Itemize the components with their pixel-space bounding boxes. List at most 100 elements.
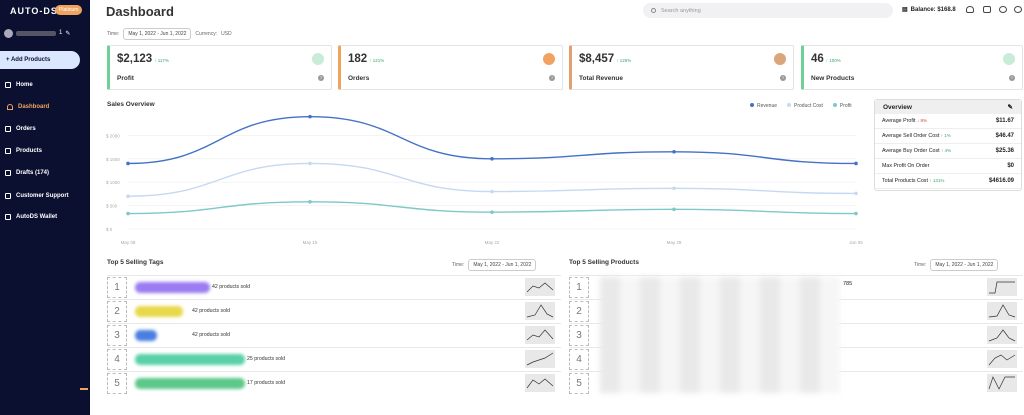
data-point[interactable] xyxy=(308,114,312,119)
data-point[interactable] xyxy=(672,186,676,191)
sidebar-item-drafts[interactable]: Drafts (174) xyxy=(0,166,90,180)
chart-legend: Revenue Product Cost Profit xyxy=(750,103,852,109)
data-point[interactable] xyxy=(126,161,130,166)
data-point[interactable] xyxy=(854,191,858,196)
edit-icon[interactable]: ✎ xyxy=(1007,104,1013,111)
series-line-revenue xyxy=(127,115,857,165)
chat-icon[interactable] xyxy=(983,6,991,13)
data-point[interactable] xyxy=(126,194,130,199)
trend-sparkline xyxy=(987,350,1017,368)
heart-icon[interactable] xyxy=(966,6,974,13)
y-tick-label: $ 2000 xyxy=(106,133,120,138)
data-point[interactable] xyxy=(126,211,130,216)
search-icon xyxy=(651,8,656,13)
sales-overview-title: Sales Overview xyxy=(107,101,155,108)
product-fragment: 785 xyxy=(843,281,853,287)
sidebar-item-home[interactable]: Home xyxy=(0,78,90,92)
data-point[interactable] xyxy=(490,157,494,161)
top-products-title: Top 5 Selling Products xyxy=(569,259,639,266)
tag-row[interactable]: 2 42 products sold xyxy=(107,299,561,323)
x-tick-label: May 22 xyxy=(485,240,500,245)
overview-panel: Overview ✎ Average Profit ↓ 8% $11.67 Avera… xyxy=(874,99,1022,191)
tags-time-filter: Time: May 1, 2022 - Jun 1, 2022 xyxy=(452,259,537,271)
wallet-icon: ▤ xyxy=(902,7,908,13)
data-point[interactable] xyxy=(854,211,858,216)
avatar xyxy=(4,28,13,38)
trend-sparkline xyxy=(525,326,555,344)
help-icon[interactable]: ? xyxy=(318,75,324,81)
help-icon[interactable]: ? xyxy=(780,75,786,81)
dollar-icon xyxy=(774,53,786,65)
rank: 4 xyxy=(107,349,127,370)
account-count: 1 xyxy=(59,30,63,36)
data-point[interactable] xyxy=(490,189,494,194)
balance[interactable]: ▤ Balance: $168.8 xyxy=(902,6,956,14)
support-icon[interactable] xyxy=(999,6,1007,13)
revenue-card: $8,457 ↑ 126% Total Revenue ? xyxy=(569,45,794,90)
logo[interactable]: AUTO-DS xyxy=(10,6,58,16)
orders-icon xyxy=(5,126,11,132)
y-tick-label: $ 1500 xyxy=(106,157,120,162)
legend-profit[interactable]: Profit xyxy=(833,103,852,109)
top-tags-table: 1 42 products sold 2 42 products sold 3 … xyxy=(107,275,561,400)
sidebar-item-products[interactable]: Products xyxy=(0,144,90,158)
orders-card: 182 ↑ 121% Orders ? xyxy=(338,45,563,90)
data-point[interactable] xyxy=(672,207,676,212)
plan-badge: Platinum xyxy=(55,5,83,15)
overview-row: Average Buy Order Cost ↑ 4% $25.36 xyxy=(875,144,1021,159)
y-tick-label: $ 500 xyxy=(106,204,118,209)
sidebar-item-dashboard[interactable]: Dashboard xyxy=(0,100,90,114)
tags-date-range-select[interactable]: May 1, 2022 - Jun 1, 2022 xyxy=(468,259,537,271)
products-date-range-select[interactable]: May 1, 2022 - Jun 1, 2022 xyxy=(930,259,999,271)
profit-card: $2,123 ↑ 117% Profit ? xyxy=(107,45,332,90)
trend-sparkline xyxy=(987,278,1017,296)
tag-name-blurred xyxy=(135,306,183,317)
rank: 3 xyxy=(569,325,589,346)
legend-product-cost[interactable]: Product Cost xyxy=(787,103,823,109)
gauge-icon xyxy=(7,104,13,110)
rank: 2 xyxy=(569,301,589,322)
data-point[interactable] xyxy=(490,210,494,214)
pencil-icon[interactable]: ✎ xyxy=(65,30,71,37)
help-icon[interactable]: ? xyxy=(549,75,555,81)
trend-sparkline xyxy=(987,374,1017,392)
tag-name-blurred xyxy=(135,282,210,293)
rank: 1 xyxy=(569,277,589,298)
x-tick-label: May 08 xyxy=(121,240,136,245)
data-point[interactable] xyxy=(308,161,312,166)
trend-sparkline xyxy=(525,374,555,392)
account-switcher[interactable]: 1 ✎ xyxy=(4,28,86,38)
data-point[interactable] xyxy=(672,149,676,154)
sidebar-item-wallet[interactable]: AutoDS Wallet xyxy=(0,210,90,224)
tag-row[interactable]: 1 42 products sold xyxy=(107,275,561,299)
tag-row[interactable]: 3 42 products sold xyxy=(107,323,561,347)
search-input[interactable]: Search anything xyxy=(643,3,893,18)
headset-icon xyxy=(5,193,11,199)
date-range-select[interactable]: May 1, 2022 - Jun 1, 2022 xyxy=(123,28,192,40)
account-name-blurred xyxy=(16,30,56,36)
data-point[interactable] xyxy=(308,200,312,204)
add-products-button[interactable]: + Add Products xyxy=(0,51,80,69)
settings-icon[interactable] xyxy=(1014,6,1022,13)
products-sold: 42 products sold xyxy=(212,284,251,290)
x-tick-label: May 29 xyxy=(667,240,682,245)
trend-sparkline xyxy=(525,278,555,296)
data-point[interactable] xyxy=(854,161,858,166)
sidebar-item-customer-support[interactable]: Customer Support xyxy=(0,189,90,203)
y-tick-label: $ 1000 xyxy=(106,180,120,185)
help-icon[interactable]: ? xyxy=(1009,75,1015,81)
orders-icon xyxy=(543,53,555,65)
page-title: Dashboard xyxy=(106,4,174,19)
currency-value[interactable]: USD xyxy=(221,31,232,37)
tag-row[interactable]: 4 25 products sold xyxy=(107,347,561,371)
legend-revenue[interactable]: Revenue xyxy=(750,103,777,109)
overview-row: Max Profit On Order $0 xyxy=(875,159,1021,174)
scroll-marker xyxy=(80,388,88,390)
tag-name-blurred xyxy=(135,354,245,365)
overview-row: Average Profit ↓ 8% $11.67 xyxy=(875,114,1021,129)
overview-row: Total Products Cost ↑ 131% $4616.09 xyxy=(875,174,1021,189)
sidebar-item-orders[interactable]: Orders xyxy=(0,122,90,136)
new-product-icon xyxy=(1003,53,1015,65)
product-row[interactable]: 1 xyxy=(569,275,1023,299)
tag-row[interactable]: 5 17 products sold xyxy=(107,371,561,395)
